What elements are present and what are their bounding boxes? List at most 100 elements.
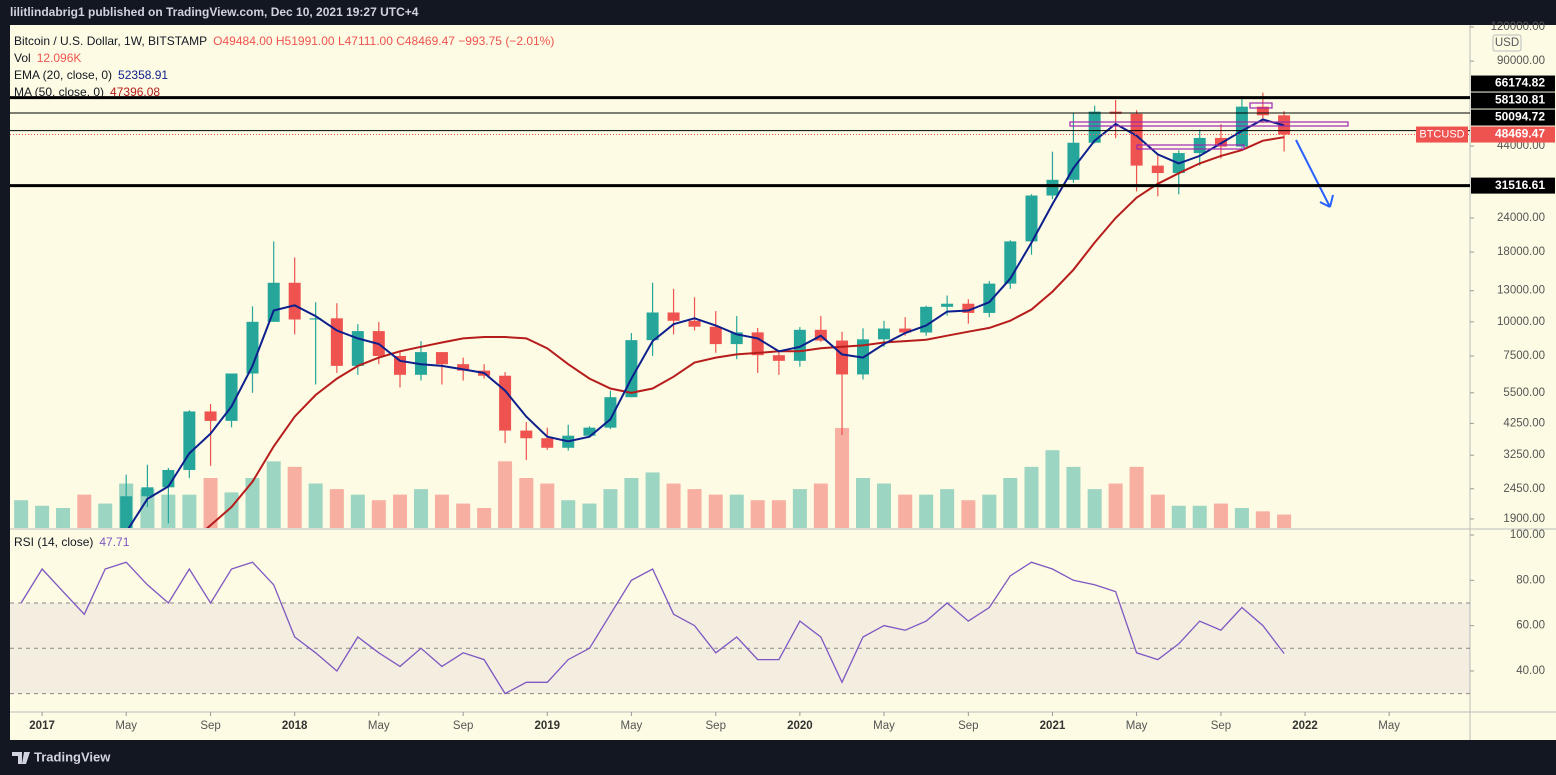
- volume-bar: [1003, 478, 1018, 528]
- volume-bar: [750, 500, 765, 528]
- volume-bar: [477, 508, 492, 528]
- candle-body: [1046, 179, 1059, 196]
- y-tick-label: 7500.00: [1503, 350, 1545, 362]
- volume-bar: [919, 494, 934, 528]
- volume-bar: [603, 489, 618, 528]
- price-badge: [1471, 126, 1555, 143]
- volume-bar: [266, 461, 281, 528]
- ma-value: 47396.08: [110, 85, 160, 99]
- candle-body: [499, 375, 512, 431]
- candle-body: [772, 355, 785, 361]
- candle-body: [941, 303, 954, 307]
- volume-value: 12.096K: [37, 51, 82, 65]
- symbol-badge-label: BTCUSD: [1419, 128, 1464, 140]
- volume-bar: [940, 489, 955, 528]
- volume-bar: [561, 500, 576, 528]
- x-tick-label: Sep: [200, 720, 220, 732]
- volume-bar: [1255, 511, 1270, 528]
- volume-bar: [519, 478, 534, 528]
- volume-bar: [140, 489, 155, 528]
- candle-body: [1025, 195, 1038, 242]
- logo: [12, 752, 30, 764]
- currency-box: [1492, 34, 1522, 52]
- drawing-rect: [1249, 102, 1273, 109]
- volume-bar: [835, 428, 850, 528]
- y-tick-label: 90000.00: [1497, 55, 1545, 67]
- volume-bar: [287, 466, 302, 528]
- volume-bar: [666, 483, 681, 528]
- drawing-rect: [1136, 144, 1245, 150]
- candle-body: [877, 328, 890, 340]
- ohlc: O49484.00 H51991.00 L47111.00 C48469.47 …: [213, 34, 554, 48]
- candle-body: [983, 283, 996, 313]
- drawing-rect: [1069, 121, 1349, 127]
- volume-bar: [961, 500, 976, 528]
- volume-bar: [456, 503, 471, 528]
- ema-label: EMA (20, close, 0): [14, 68, 112, 82]
- candle-body: [1088, 111, 1101, 143]
- candle-body: [120, 496, 133, 528]
- candle-body: [330, 318, 343, 366]
- volume-bar: [371, 500, 386, 528]
- ma-line: [205, 136, 1285, 528]
- x-tick-label: Sep: [958, 720, 978, 732]
- y-tick-label: 10000.00: [1497, 316, 1545, 328]
- candle-body: [646, 312, 659, 341]
- candle-body: [267, 282, 280, 322]
- volume-bar: [1066, 466, 1081, 528]
- volume-bar: [898, 494, 913, 528]
- candle-body: [288, 282, 301, 320]
- ma-label: MA (50, close, 0): [14, 85, 104, 99]
- rsi-value: 47.71: [99, 535, 129, 549]
- volume-bar: [1108, 483, 1123, 528]
- x-tick-label: May: [873, 720, 895, 732]
- x-tick-label: 2022: [1292, 720, 1318, 732]
- candle-body: [836, 340, 849, 375]
- candle-body: [899, 328, 912, 333]
- candle-body: [962, 303, 975, 313]
- candle-body: [309, 318, 322, 320]
- rsi-label: RSI (14, close): [14, 535, 93, 549]
- volume-bar: [329, 489, 344, 528]
- x-tick-label: 2019: [534, 720, 560, 732]
- legend-ema: EMA (20, close, 0) 52358.91: [14, 68, 168, 82]
- candle-body: [141, 487, 154, 497]
- volume-bar: [729, 494, 744, 528]
- candle-body: [1067, 142, 1080, 180]
- rsi-tick-label: 100.00: [1510, 529, 1545, 541]
- volume-bar: [792, 489, 807, 528]
- price-badge-label: 58130.81: [1495, 93, 1545, 107]
- volume-bar: [350, 494, 365, 528]
- price-badge-label: 48469.47: [1495, 127, 1545, 141]
- volume-bar: [1024, 466, 1039, 528]
- volume-bar: [308, 483, 323, 528]
- x-tick-label: May: [1126, 720, 1148, 732]
- x-tick-label: 2020: [787, 720, 813, 732]
- volume-bar: [434, 494, 449, 528]
- volume-bar: [1045, 450, 1060, 528]
- legend-title: Bitcoin / U.S. Dollar, 1W, BITSTAMP O4948…: [14, 34, 554, 48]
- rsi-tick-label: 40.00: [1516, 665, 1545, 677]
- volume-bar: [876, 483, 891, 528]
- publisher: lilitlindabrig1 published on TradingView…: [10, 5, 419, 19]
- candle-body: [583, 427, 596, 436]
- candle-body: [1151, 165, 1164, 174]
- x-tick-label: May: [621, 720, 643, 732]
- price-badge: [1471, 92, 1555, 109]
- candle-body: [688, 320, 701, 327]
- rsi-pane: [10, 561, 1470, 695]
- price-badge: [1471, 75, 1555, 92]
- y-tick-label: 2450.00: [1503, 483, 1545, 495]
- volume-bar: [56, 508, 71, 528]
- volume-bar: [813, 483, 828, 528]
- legend-rsi: RSI (14, close) 47.71: [14, 535, 130, 549]
- volume-bar: [245, 478, 260, 528]
- volume-bar: [1150, 494, 1165, 528]
- volume-bar: [771, 500, 786, 528]
- volume-label: Vol: [14, 51, 31, 65]
- volume-bar: [1192, 505, 1207, 528]
- x-tick-label: Sep: [453, 720, 473, 732]
- x-tick-label: May: [115, 720, 137, 732]
- volume-bar: [645, 472, 660, 528]
